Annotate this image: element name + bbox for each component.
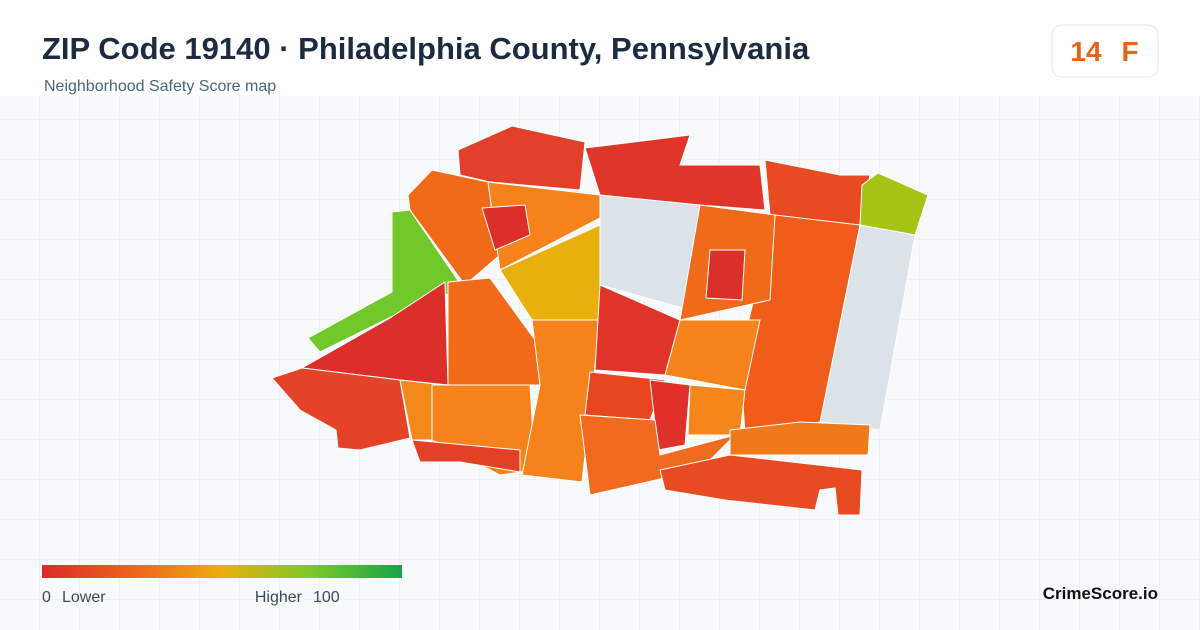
area [659,454,863,516]
legend-min-label: Lower [62,589,106,606]
area [521,319,601,483]
area [411,439,521,473]
area [859,172,929,236]
legend-max: 100 [313,589,340,606]
legend-max-label: Higher [255,589,303,606]
score-value: 14 [1070,36,1102,67]
title: ZIP Code 19140 · Philadelphia County, Pe… [42,31,810,66]
area [584,134,766,211]
legend-bar [42,565,402,578]
zip-map [271,125,929,516]
area [271,367,411,451]
brand: CrimeScore.io [1043,584,1158,603]
score-grade: F [1121,36,1138,67]
area [729,421,871,456]
area [307,209,464,353]
legend-min: 0 [42,589,51,606]
score-box [1051,24,1159,78]
header-band [0,0,1200,96]
area [481,204,531,251]
subtitle: Neighborhood Safety Score map [44,78,276,95]
area [687,384,746,436]
area [457,125,586,191]
area [705,249,746,301]
